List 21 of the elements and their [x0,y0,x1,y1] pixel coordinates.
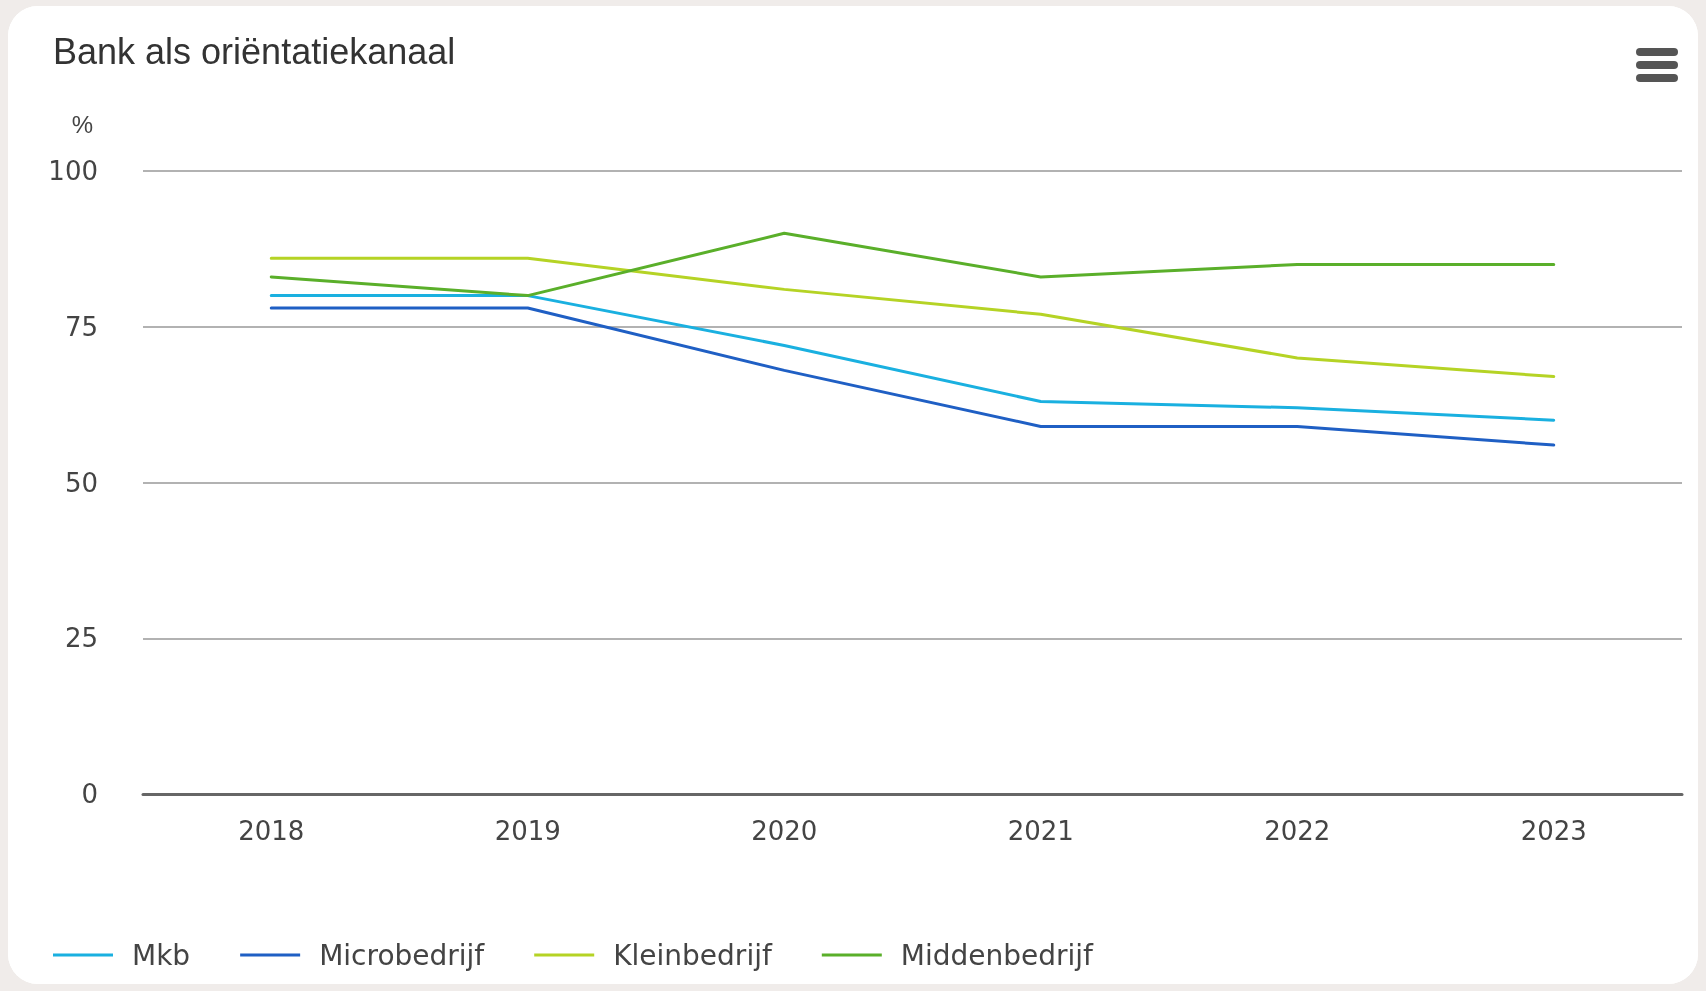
y-tick-label: 0 [81,779,98,809]
line-series [269,294,1556,422]
legend-label: Microbedrijf [319,938,486,972]
line-series [269,231,1556,298]
x-tick-label: 2019 [494,816,561,846]
y-axis-title: % [71,110,93,138]
y-tick-label: 50 [64,467,98,498]
x-tick-label: 2020 [751,816,818,846]
x-tick-label: 2022 [1264,816,1331,846]
x-tick-label: 2018 [238,816,305,846]
legend-label: Middenbedrijf [900,938,1095,972]
legend-label: Kleinbedrijf [613,938,773,972]
chart-title: Bank als oriëntatiekanaal [53,30,456,72]
line-series [269,256,1556,379]
y-tick-label: 100 [48,156,98,186]
x-tick-label: 2023 [1520,816,1587,846]
x-tick-label: 2021 [1007,816,1074,846]
y-tick-label: 75 [64,311,98,342]
line-series [269,306,1556,447]
y-tick-label: 25 [64,623,98,654]
legend-label: Mkb [132,938,191,972]
